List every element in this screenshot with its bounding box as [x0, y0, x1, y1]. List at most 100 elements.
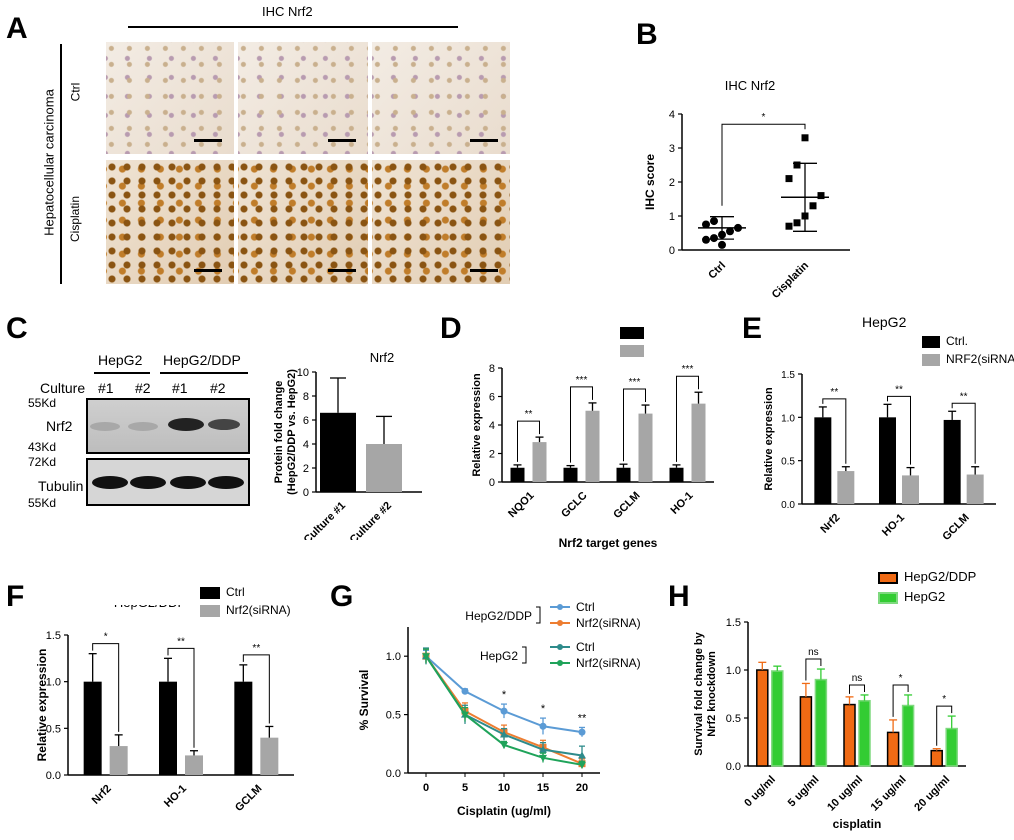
panel-label-g: G	[330, 580, 354, 613]
blot-lane-4: #2	[210, 380, 226, 396]
chart-e-bar-a	[943, 419, 961, 504]
legend-f-swatch-ctrl	[200, 587, 220, 599]
blot-lane-1: #1	[98, 380, 114, 396]
ihc-image-cisplatin-2	[238, 160, 368, 284]
chart-e-title-text: HepG2	[862, 314, 907, 330]
chart-g-xtick-label: 15	[537, 782, 549, 794]
chart-g-legend-brace	[536, 606, 541, 624]
chart-f-hepg2ddp-sirna: 0.0 0.5 1.0 1.5 Relative expression Nrf2 * HO-1…	[35, 605, 294, 814]
panel-label-d: D	[440, 312, 462, 345]
chart-g-ytick-label: 1.0	[386, 651, 401, 663]
legend-e-label-ctrl: Ctrl.	[946, 334, 968, 348]
chart-e-bar-a	[879, 417, 896, 504]
chart-b-point-cisplatin	[793, 161, 801, 169]
chart-h-bar-a	[930, 749, 943, 767]
chart-h-bar-a	[756, 669, 769, 767]
chart-e-ytick-label: 1.0	[781, 413, 795, 424]
chart-b-point-ctrl	[710, 234, 718, 243]
blot-protein-tubulin: Tubulin	[38, 478, 84, 494]
chart-b-ylabel: IHC score	[643, 154, 657, 210]
legend-d-swatch-hepg2ddp	[620, 345, 644, 357]
panel-label-b: B	[636, 18, 658, 51]
chart-h-sig-bracket	[892, 684, 909, 717]
chart-c-xtick-label: Culture #1	[302, 500, 349, 540]
chart-e-hepg2-sirna: 0.0 0.5 1.0 1.5 Relative expression Nrf2 ** HO-…	[763, 370, 996, 543]
blot-nrf2-membrane	[86, 398, 250, 454]
blot-protein-nrf2: Nrf2	[46, 418, 73, 434]
chart-c-xtick-label: Culture #2	[348, 500, 395, 540]
chart-g-point	[578, 761, 586, 769]
chart-h-bar-a	[843, 703, 856, 767]
chart-f-bar-b	[109, 746, 128, 775]
panel-label-c: C	[6, 312, 28, 345]
chart-b-point-ctrl	[718, 240, 726, 249]
chart-b-ytick-label: 4	[669, 109, 675, 121]
chart-e-bar-b	[966, 474, 984, 504]
chart-h-bar-a	[799, 696, 813, 767]
chart-f-bar-a	[159, 681, 177, 775]
panel-label-e: E	[742, 312, 763, 345]
blot-group-hepg2ddp: HepG2/DDP	[163, 352, 241, 368]
chart-h-sig-bracket	[805, 658, 822, 681]
blot-culture-label: Culture	[40, 380, 86, 396]
chart-d-sig-label: ***	[629, 377, 641, 388]
legend-f-label-ctrl: Ctrl	[226, 585, 245, 599]
blot-group-rule-1	[94, 372, 150, 374]
chart-g-legend-brace	[522, 646, 527, 664]
chart-g-ylabel: % Survival	[357, 670, 371, 731]
chart-e-sig-bracket	[822, 398, 847, 464]
chart-b-ytick-label: 2	[669, 177, 675, 189]
panel-label-a: A	[6, 12, 28, 45]
chart-d-bar-a	[669, 467, 684, 482]
chart-d-bar-b	[638, 413, 653, 482]
chart-g-sig-label: *	[541, 703, 546, 715]
legend-f-label-sirna: Nrf2(siRNA)	[226, 603, 291, 617]
chart-f-ytick-label: 0.5	[46, 723, 61, 735]
chart-g-point	[500, 730, 508, 738]
ihc-row-ctrl: Ctrl	[68, 82, 83, 102]
chart-b-point-ctrl	[726, 227, 734, 236]
chart-c-bar	[366, 444, 402, 492]
chart-c-ytick-label: 10	[297, 367, 309, 379]
chart-h-ylabel: Survival fold change by	[693, 631, 705, 755]
chart-d-sig-label: ***	[682, 364, 694, 375]
chart-b-ihc-score: 0 1 2 3 4 IHC score IHC Nrf2 Ctrl Cisplatin *	[643, 78, 850, 300]
chart-d-ytick-label: 2	[489, 449, 495, 461]
blot-group-rule-2	[160, 372, 248, 374]
chart-g-point	[500, 707, 508, 715]
chart-e-xtick-label: GCLM	[940, 512, 971, 543]
chart-c-ylabel: (HepG2/DDP vs. HepG2)	[286, 369, 298, 495]
chart-g-point	[578, 728, 586, 736]
chart-g-point	[578, 751, 586, 759]
panel-label-h: H	[668, 580, 690, 613]
chart-d-sig-label: **	[525, 409, 533, 420]
chart-c-bar	[320, 412, 356, 492]
chart-b-xtick-label: Cisplatin	[770, 259, 812, 300]
chart-d-xlabel: Nrf2 target genes	[559, 536, 658, 550]
chart-f-ytick-label: 1.5	[46, 630, 61, 642]
chart-h-xtick-label: 10 ug/ml	[825, 774, 865, 814]
blot-marker-43kd: 43Kd	[28, 440, 57, 454]
chart-g-legend-group-label: HepG2	[480, 649, 518, 663]
panel-label-f: F	[6, 580, 25, 613]
blot-marker-55kd-top: 55Kd	[28, 396, 57, 410]
chart-h-sig-label: ns	[808, 647, 819, 658]
legend-d-swatch-hepg2	[620, 327, 644, 339]
chart-h-bar-b	[771, 670, 784, 767]
chart-h-ytick-label: 0.0	[726, 761, 741, 773]
chart-d-ytick-label: 0	[489, 477, 495, 489]
chart-e-sig-label: **	[830, 387, 838, 398]
chart-f-xtick-label: GCLM	[233, 783, 264, 814]
chart-g-legend-label: Ctrl	[576, 600, 595, 614]
chart-b-point-ctrl	[710, 217, 718, 226]
chart-g-point	[461, 687, 469, 695]
chart-g-point	[539, 722, 547, 730]
chart-d-bar-b	[691, 403, 706, 482]
chart-g-legend-marker	[557, 620, 563, 626]
chart-g-point	[500, 741, 508, 749]
chart-f-sig-label: *	[104, 632, 108, 643]
chart-c-title: Nrf2	[370, 350, 395, 365]
chart-e-bar-a	[814, 417, 832, 504]
legend-h-swatch-hepg2	[878, 592, 898, 604]
chart-g-legend-label: Nrf2(siRNA)	[576, 616, 641, 630]
